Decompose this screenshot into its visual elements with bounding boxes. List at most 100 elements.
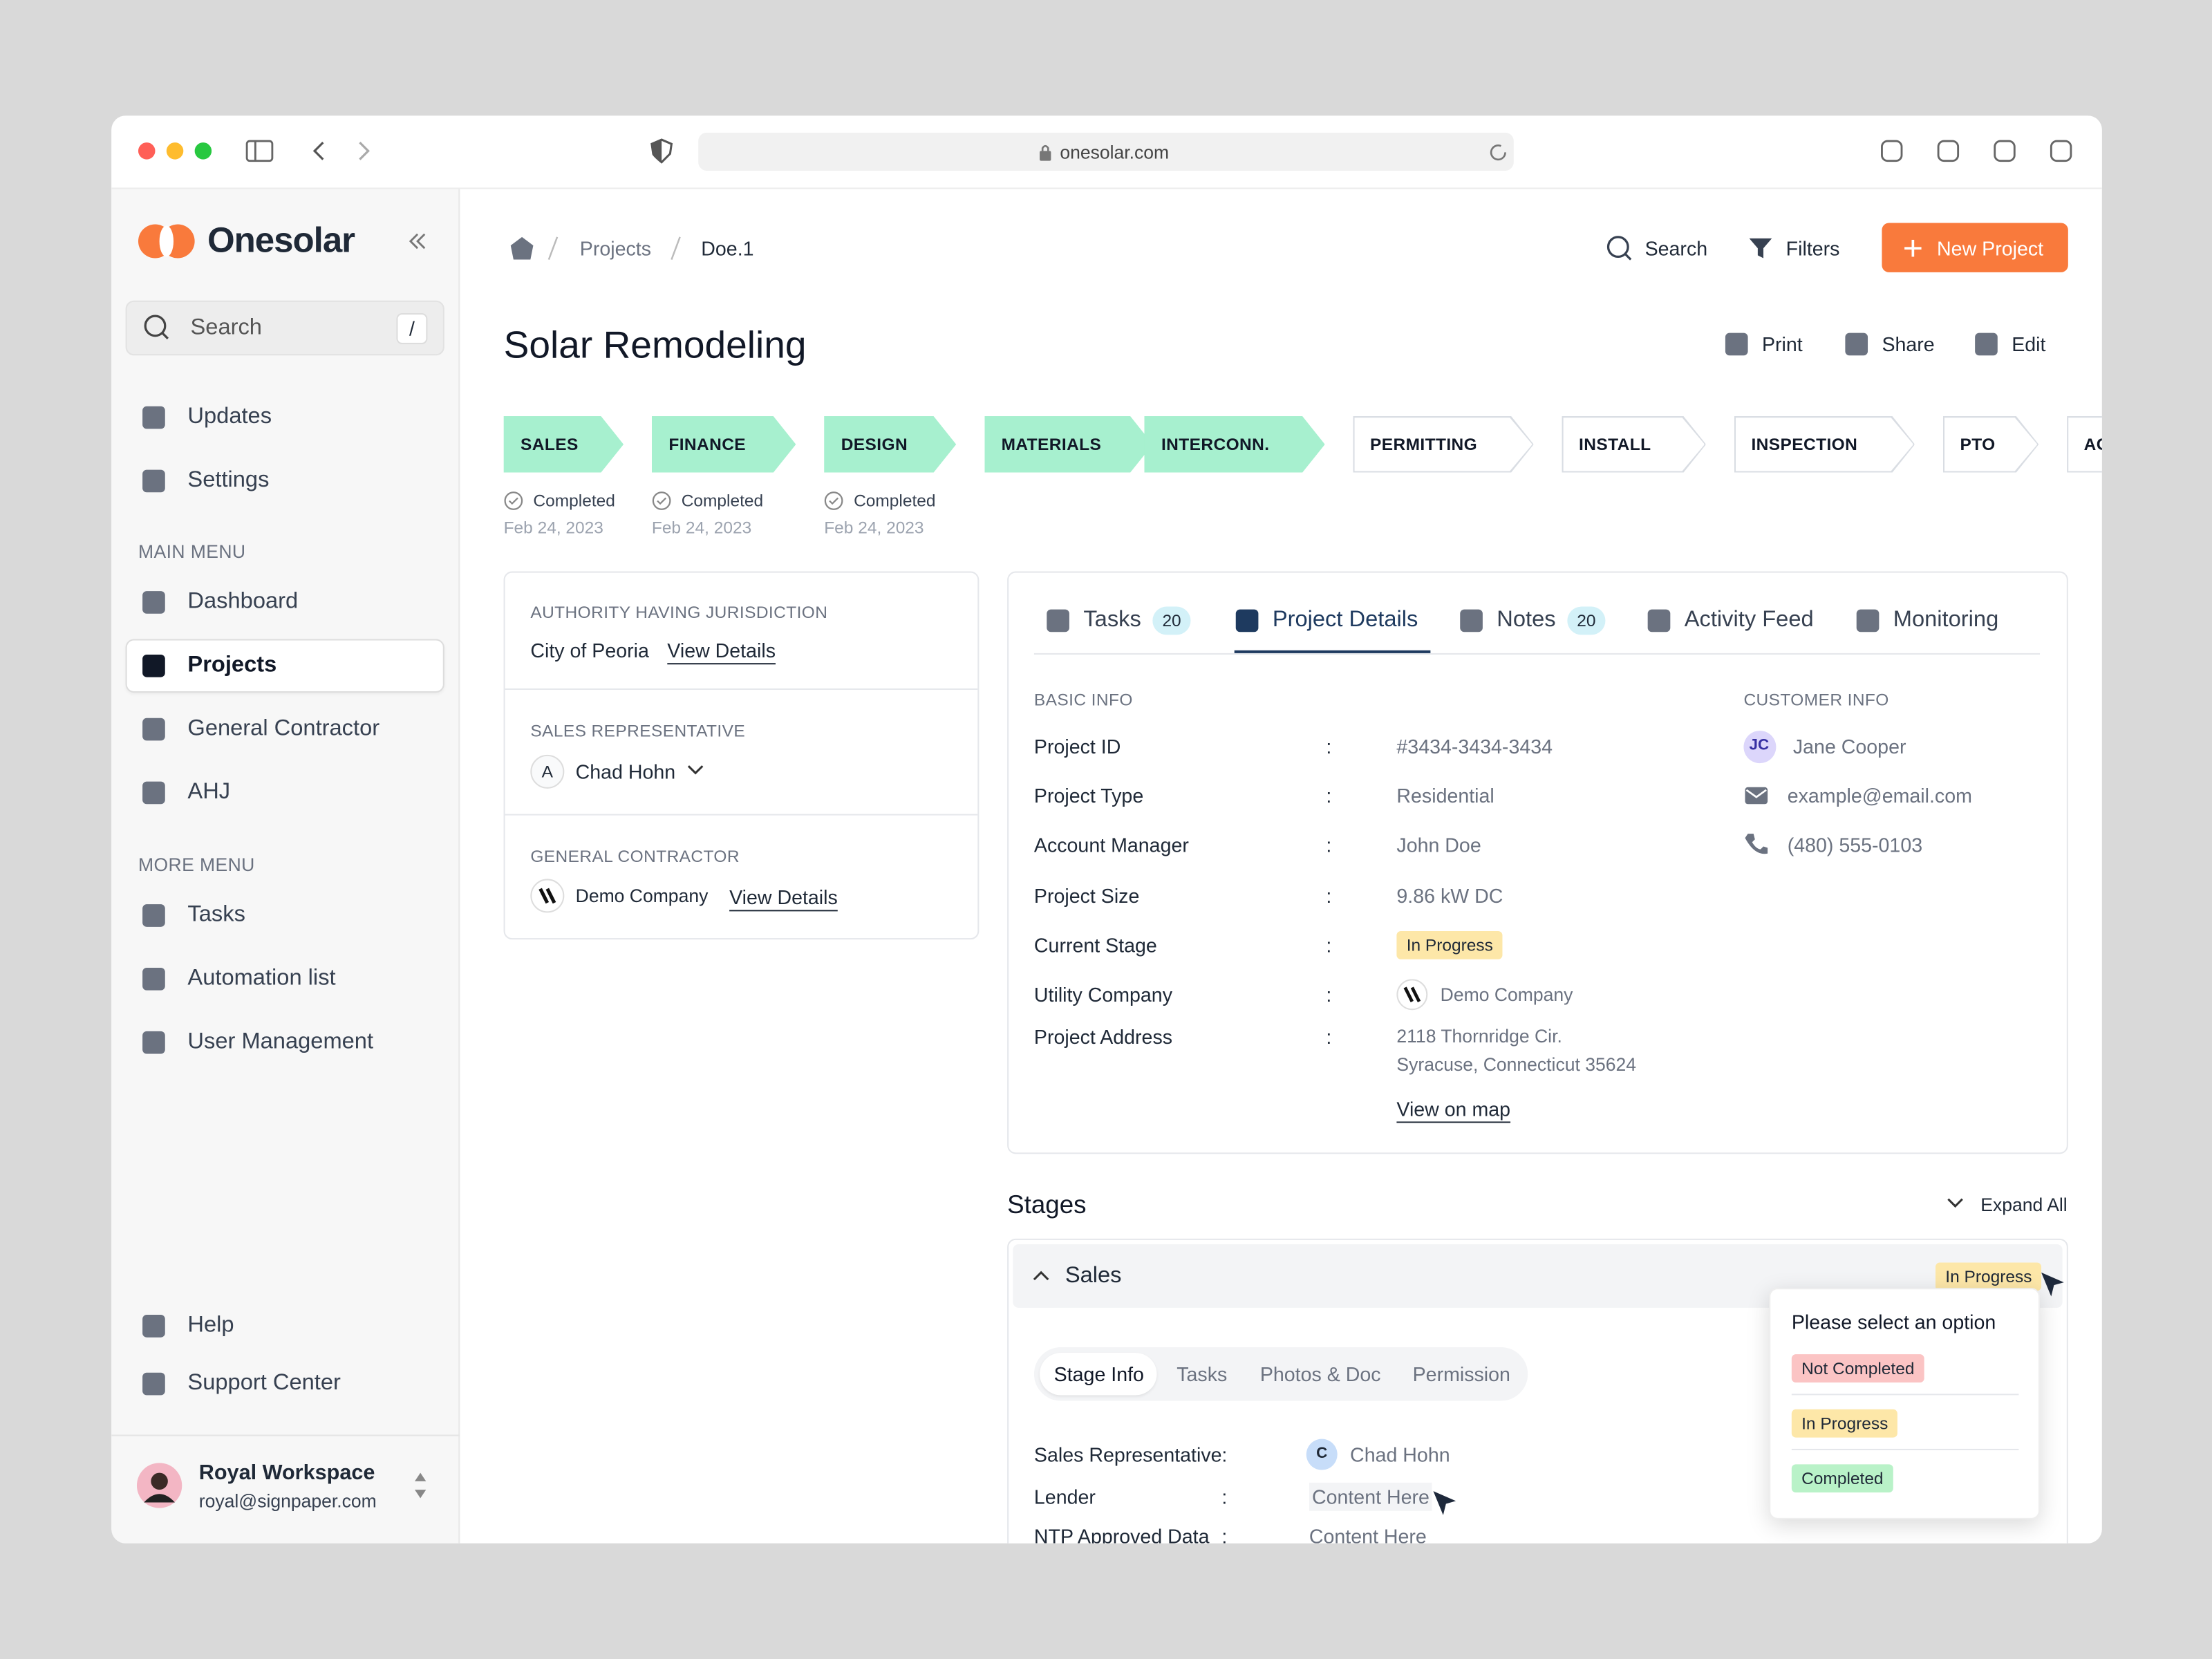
icon bbox=[142, 904, 165, 927]
tab-count: 20 bbox=[1566, 606, 1606, 635]
pipeline-step bbox=[1144, 416, 1324, 473]
nav-item[interactable]: General Contractor bbox=[187, 716, 380, 741]
nav-item[interactable]: User Management bbox=[187, 1029, 374, 1054]
field-value[interactable]: Content Here bbox=[1309, 1525, 1427, 1544]
section-title: Stages bbox=[1007, 1190, 1087, 1219]
icon-part bbox=[142, 1372, 165, 1396]
workspace-name: Royal Workspace bbox=[198, 1461, 375, 1485]
nav-item[interactable]: Settings bbox=[187, 468, 270, 493]
section-label: CUSTOMER INFO bbox=[1743, 689, 1889, 710]
tab[interactable]: Monitoring bbox=[1893, 608, 1999, 632]
breadcrumb-separator-part bbox=[547, 236, 559, 260]
nav-item[interactable]: Automation list bbox=[187, 966, 336, 991]
header-action[interactable]: Print bbox=[1761, 332, 1803, 356]
nav-item[interactable]: Support Center bbox=[187, 1371, 341, 1396]
link[interactable]: View on map bbox=[1396, 1097, 1511, 1121]
icon-part bbox=[142, 781, 165, 805]
pipeline-label: INSPECTION bbox=[1751, 434, 1858, 455]
customer-email: example@email.com bbox=[1787, 784, 1972, 807]
browser-action bbox=[1937, 140, 1960, 162]
tab[interactable]: Tasks bbox=[1083, 608, 1141, 632]
field-label: GENERAL CONTRACTOR bbox=[530, 846, 740, 867]
browser-action-part bbox=[2050, 140, 2072, 162]
plus bbox=[1904, 239, 1922, 257]
subtab[interactable]: Tasks bbox=[1177, 1362, 1228, 1386]
breadcrumb[interactable]: Projects bbox=[579, 236, 651, 260]
icon bbox=[1647, 609, 1671, 632]
pipeline-step-fill bbox=[1736, 418, 1913, 471]
tab[interactable]: Notes bbox=[1497, 608, 1556, 632]
icon bbox=[144, 315, 169, 339]
pipeline-step-fill bbox=[2068, 418, 2102, 471]
window-dot-part bbox=[166, 142, 184, 160]
info-panel bbox=[503, 571, 980, 940]
status-badge[interactable]: In Progress bbox=[1936, 1262, 2042, 1291]
cursor bbox=[1433, 1491, 1456, 1515]
dropdown-option[interactable]: Completed bbox=[1791, 1464, 1893, 1493]
menu-heading: MORE MENU bbox=[138, 854, 255, 876]
icon bbox=[142, 968, 165, 991]
link[interactable]: View Details bbox=[667, 639, 776, 662]
row-value: #3434-3434-3434 bbox=[1396, 735, 1553, 758]
tab[interactable]: Project Details bbox=[1272, 608, 1418, 632]
subtab[interactable]: Stage Info bbox=[1053, 1362, 1144, 1386]
icon bbox=[142, 469, 165, 493]
field-value[interactable]: Content Here bbox=[1309, 1482, 1433, 1511]
nav-active[interactable] bbox=[125, 639, 444, 693]
header-action[interactable]: Share bbox=[1882, 332, 1935, 356]
subtab[interactable]: Photos & Doc bbox=[1259, 1362, 1381, 1386]
browser-action bbox=[1994, 140, 2016, 162]
pipeline-step bbox=[1734, 416, 1915, 473]
nav-item[interactable]: Tasks bbox=[187, 903, 245, 927]
check-icon-part bbox=[504, 491, 523, 510]
icon-part bbox=[142, 469, 165, 493]
subtab[interactable]: Permission bbox=[1412, 1362, 1510, 1386]
forward bbox=[359, 141, 370, 160]
link[interactable]: View Details bbox=[729, 885, 838, 909]
pipeline-date: Feb 24, 2023 bbox=[651, 517, 752, 538]
expand-all[interactable]: Expand All bbox=[1980, 1194, 2068, 1216]
tab[interactable]: Activity Feed bbox=[1684, 608, 1814, 632]
pipeline-label: INTERCONN. bbox=[1161, 434, 1270, 455]
pipeline-step bbox=[2067, 416, 2102, 473]
nav-item[interactable]: Help bbox=[187, 1313, 234, 1338]
pipeline-step bbox=[504, 416, 624, 473]
reload bbox=[1490, 144, 1506, 161]
back bbox=[312, 141, 324, 160]
field-separator: : bbox=[1221, 1485, 1228, 1508]
check-icon bbox=[825, 491, 843, 510]
icon bbox=[142, 1031, 165, 1054]
row-label: Project Size bbox=[1033, 884, 1140, 908]
breadcrumb-current: Doe.1 bbox=[701, 236, 754, 260]
field-value: Chad Hohn bbox=[1350, 1443, 1450, 1466]
breadcrumb-separator bbox=[671, 236, 681, 260]
icon bbox=[1047, 609, 1069, 632]
nav-item[interactable]: Projects bbox=[187, 653, 277, 677]
icon bbox=[142, 654, 165, 677]
field-value: City of Peoria bbox=[530, 639, 649, 662]
collapse bbox=[409, 233, 426, 250]
search-button[interactable]: Search bbox=[1644, 236, 1708, 260]
nav-item[interactable]: Dashboard bbox=[187, 590, 299, 614]
lock bbox=[1040, 144, 1051, 161]
icon-part bbox=[144, 315, 167, 337]
row-separator: : bbox=[1326, 735, 1332, 758]
search-placeholder: Search bbox=[190, 316, 262, 340]
pipeline-label: SALES bbox=[521, 434, 579, 455]
section-label: BASIC INFO bbox=[1033, 689, 1133, 710]
mail-icon bbox=[1745, 787, 1768, 805]
dropdown-option[interactable]: Not Completed bbox=[1791, 1354, 1924, 1382]
url-bar[interactable] bbox=[698, 132, 1514, 171]
dropdown-option[interactable]: In Progress bbox=[1791, 1409, 1898, 1438]
header-action[interactable]: Edit bbox=[2012, 332, 2046, 356]
row-label: Account Manager bbox=[1033, 834, 1189, 856]
filters-button[interactable]: Filters bbox=[1785, 236, 1840, 260]
nav-item[interactable]: AHJ bbox=[187, 780, 231, 805]
icon bbox=[142, 718, 165, 741]
field-value[interactable]: Chad Hohn bbox=[575, 760, 676, 783]
pipeline-label: PERMITTING bbox=[1370, 434, 1478, 455]
icon bbox=[142, 406, 165, 429]
window-dot-part bbox=[138, 142, 156, 160]
nav-item[interactable]: Updates bbox=[187, 404, 272, 429]
sidebar-search[interactable] bbox=[125, 300, 444, 356]
